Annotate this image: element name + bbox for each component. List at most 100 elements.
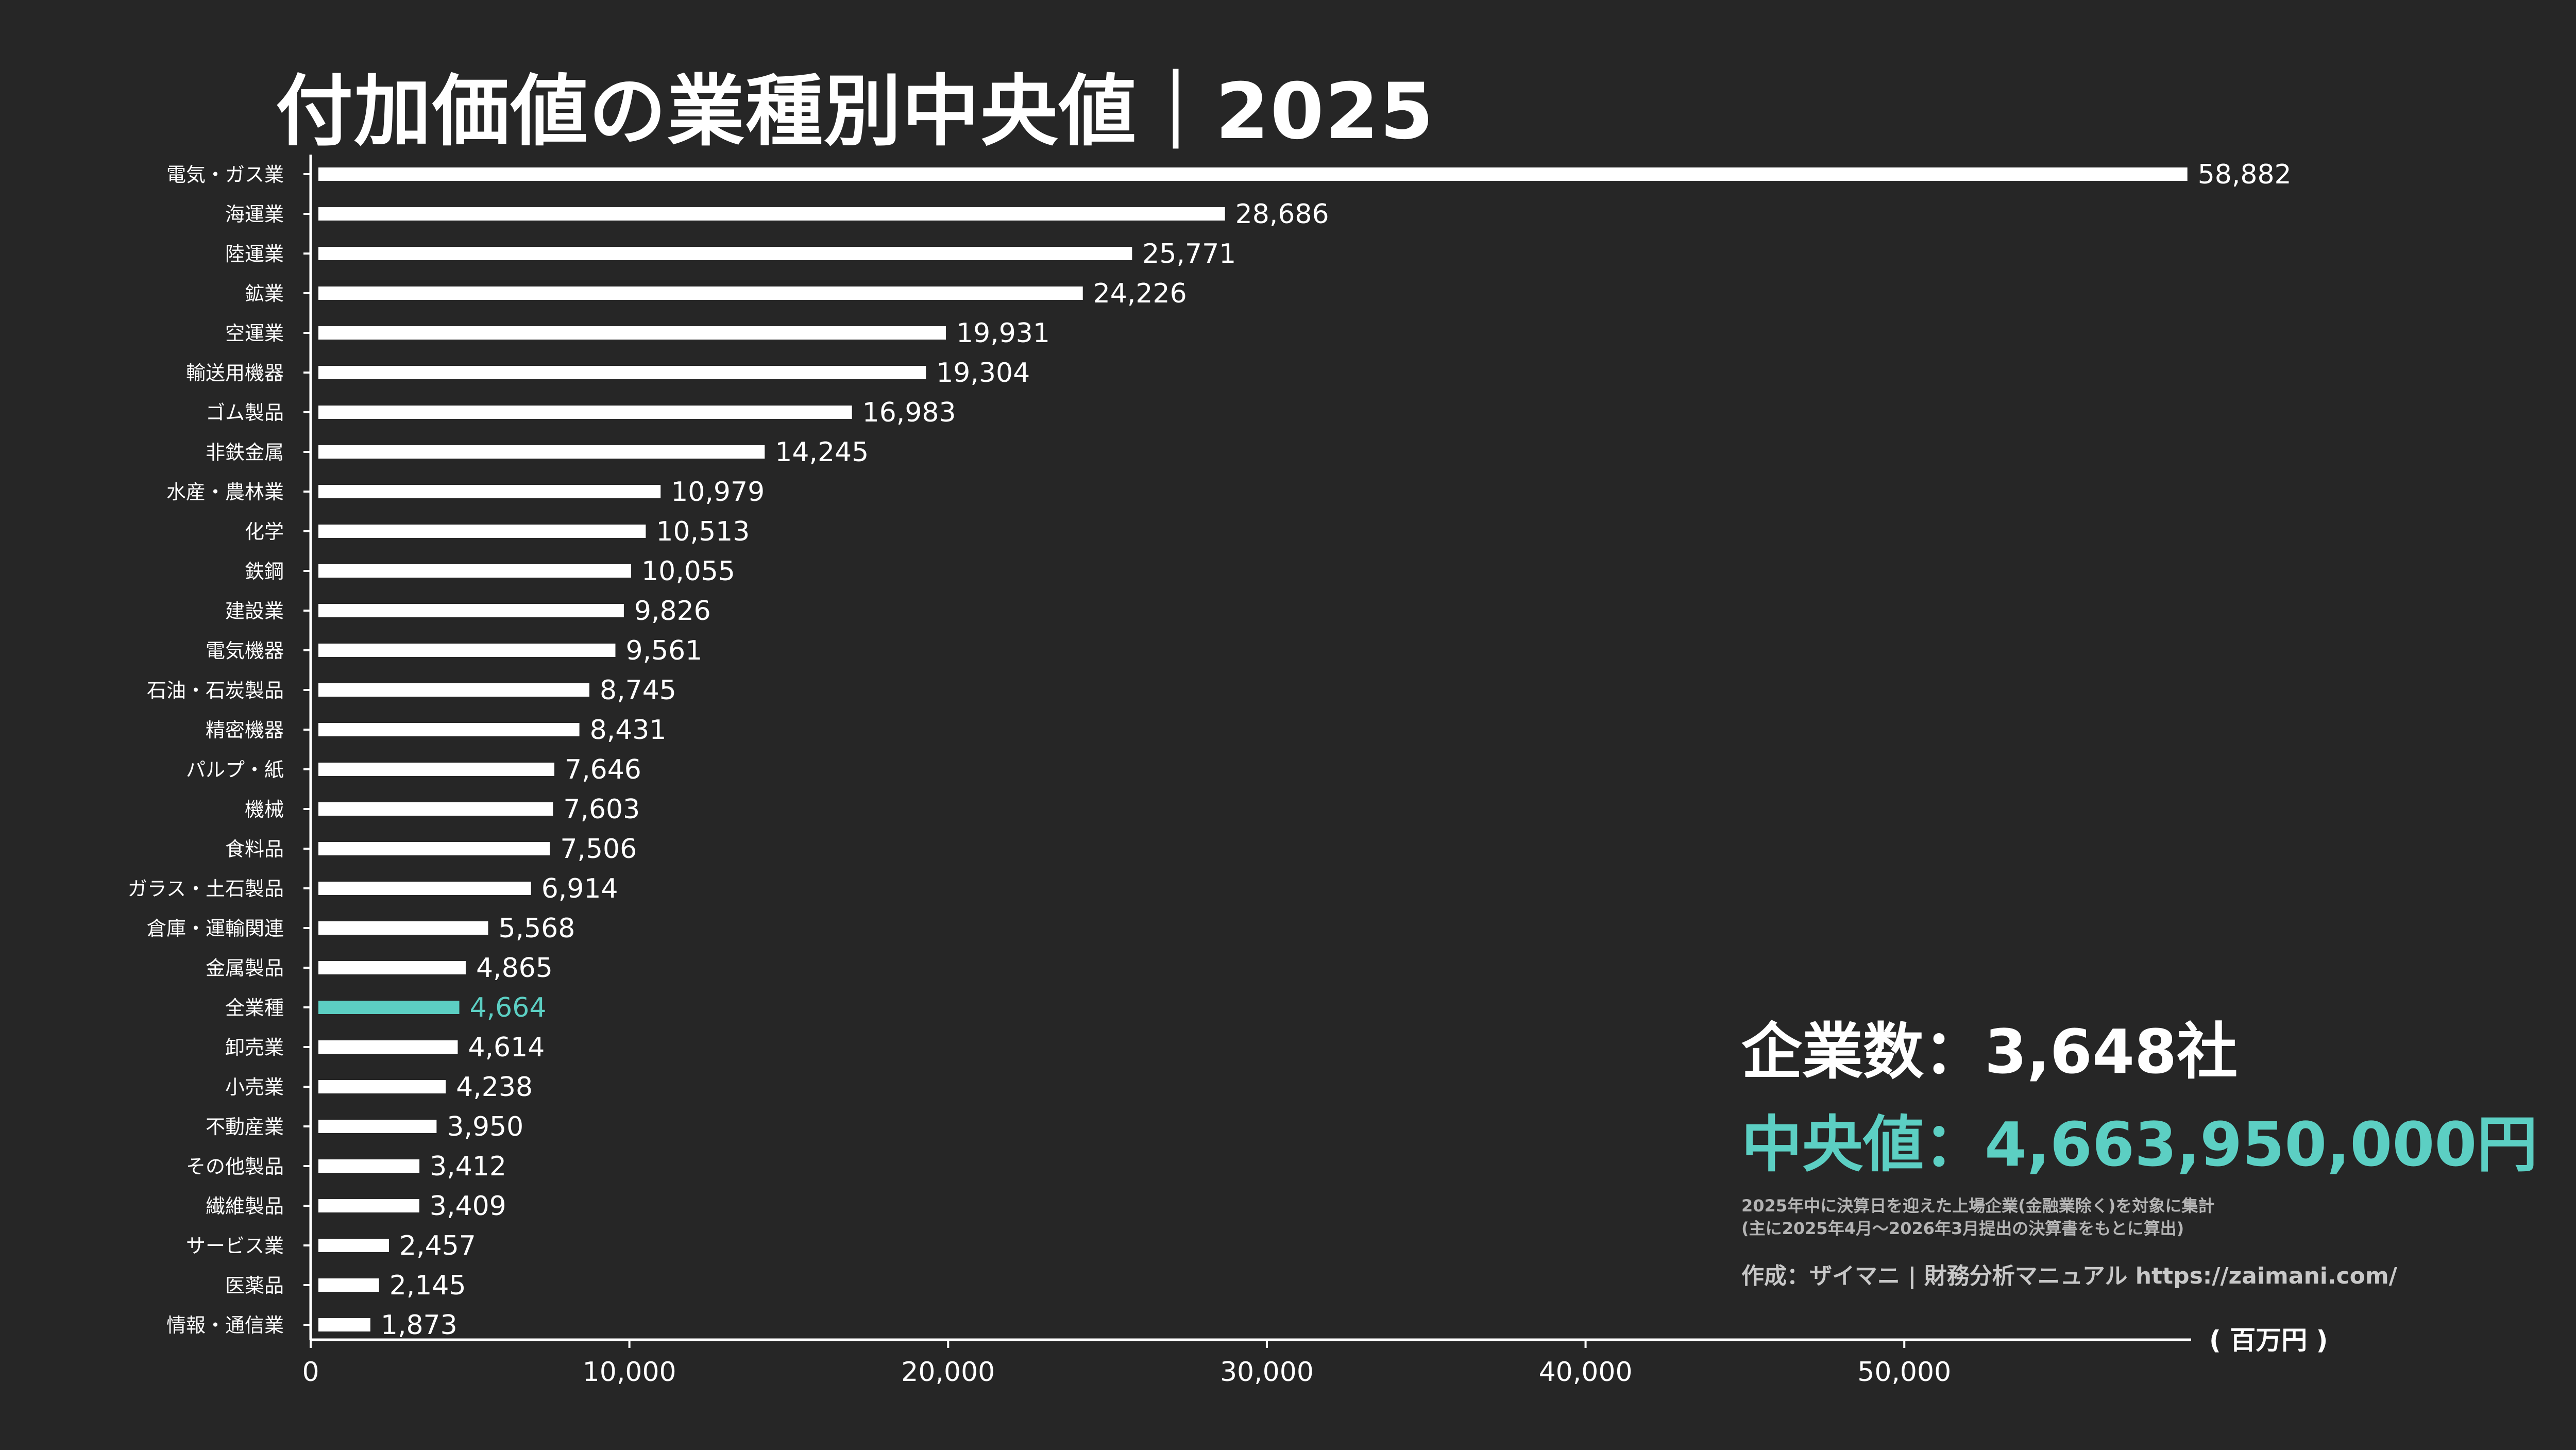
bar [318, 1120, 437, 1133]
bar [318, 445, 765, 459]
value-label: 2,457 [399, 1230, 476, 1261]
category-label: 石油・石炭製品 [147, 679, 284, 702]
bar [318, 683, 590, 697]
value-label: 19,304 [936, 358, 1030, 389]
bar [318, 564, 632, 578]
bar [318, 882, 531, 895]
x-tick-label: 30,000 [1220, 1357, 1314, 1388]
credit-line: 作成：ザイマニ | 財務分析マニュアル https://zaimani.com/ [1741, 1263, 2397, 1289]
x-axis-unit-label: ( 百万円 ) [2209, 1325, 2328, 1355]
bar [318, 406, 852, 419]
bar [318, 961, 466, 974]
bar [318, 802, 553, 816]
bar [318, 842, 550, 855]
bar [318, 921, 488, 935]
bar [318, 1159, 420, 1173]
value-label: 4,614 [468, 1032, 545, 1063]
bar [318, 1199, 419, 1212]
x-tick-label: 0 [302, 1357, 319, 1388]
value-label: 10,979 [671, 477, 765, 508]
category-label: 医薬品 [225, 1274, 284, 1297]
category-label: 全業種 [225, 997, 284, 1019]
category-label: 繊維製品 [206, 1195, 284, 1218]
category-label: ゴム製品 [206, 401, 284, 424]
category-label: 海運業 [225, 203, 284, 226]
bar [318, 207, 1225, 221]
value-label: 58,882 [2198, 159, 2292, 190]
category-label: 不動産業 [206, 1116, 284, 1138]
bar [318, 1318, 370, 1331]
category-label: 鉱業 [245, 282, 284, 305]
value-label: 24,226 [1093, 278, 1187, 309]
value-label: 3,950 [447, 1111, 523, 1142]
category-label: 機械 [245, 798, 284, 821]
value-label: 8,745 [600, 675, 676, 706]
bar [318, 1278, 379, 1292]
bar [318, 247, 1132, 260]
value-label: 25,771 [1142, 239, 1236, 269]
x-tick-label: 10,000 [583, 1357, 676, 1388]
category-label: 水産・農林業 [166, 481, 284, 503]
bar [318, 723, 580, 736]
value-label: 5,568 [498, 913, 575, 944]
category-label: 空運業 [225, 322, 284, 345]
category-label: 輸送用機器 [186, 362, 284, 384]
category-label: 鉄鋼 [245, 560, 284, 583]
value-label: 4,664 [470, 992, 547, 1023]
x-tick-label: 40,000 [1539, 1357, 1633, 1388]
category-label: サービス業 [186, 1235, 284, 1257]
bar [318, 604, 624, 617]
x-tick-label: 20,000 [901, 1357, 995, 1388]
bar [318, 286, 1083, 300]
footnote-source: (主に2025年4月〜2026年3月提出の決算書をもとに算出) [1741, 1219, 2184, 1238]
value-label: 28,686 [1235, 199, 1329, 230]
chart-title: 付加価値の業種別中央値｜2025 [276, 67, 1435, 157]
value-label: 10,055 [641, 556, 735, 587]
category-label: 化学 [245, 520, 284, 543]
category-label: ガラス・土石製品 [128, 878, 284, 900]
value-label: 9,561 [625, 635, 702, 666]
category-label: 建設業 [225, 600, 284, 622]
value-label: 10,513 [656, 516, 750, 547]
bar [318, 485, 661, 498]
footnote-scope: 2025年中に決算日を迎えた上場企業(金融業除く)を対象に集計 [1741, 1196, 2215, 1216]
value-label: 7,646 [565, 754, 641, 785]
value-label: 6,914 [541, 873, 618, 904]
category-label: 電気・ガス業 [166, 163, 284, 186]
bar [318, 1040, 458, 1054]
bar [318, 326, 946, 340]
company-count: 企業数：3,648社 [1741, 1016, 2238, 1087]
value-label: 3,412 [430, 1151, 506, 1182]
bar [318, 366, 926, 379]
value-label: 1,873 [381, 1310, 457, 1341]
category-label: 非鉄金属 [206, 441, 284, 464]
category-label: 食料品 [225, 838, 284, 861]
bar [318, 167, 2188, 181]
category-label: 電気機器 [206, 639, 284, 662]
category-label: 倉庫・運輸関連 [147, 917, 284, 940]
value-label: 9,826 [634, 596, 711, 627]
value-label: 7,603 [563, 794, 640, 825]
bar [318, 1080, 446, 1093]
category-label: 陸運業 [225, 243, 284, 265]
value-label: 4,865 [476, 953, 553, 984]
value-label: 16,983 [862, 397, 956, 428]
category-label: 金属製品 [206, 957, 284, 980]
category-label: 精密機器 [206, 719, 284, 741]
value-label: 7,506 [560, 834, 637, 865]
category-label: 情報・通信業 [166, 1314, 284, 1337]
bar [318, 1239, 389, 1252]
bar [318, 525, 646, 538]
value-label: 3,409 [430, 1191, 506, 1222]
x-tick-label: 50,000 [1857, 1357, 1951, 1388]
bar [318, 1001, 460, 1014]
category-label: パルプ・紙 [186, 758, 284, 781]
value-label: 14,245 [775, 437, 869, 468]
value-label: 2,145 [389, 1270, 466, 1301]
category-label: 小売業 [225, 1076, 284, 1099]
median-value: 中央値：4,663,950,000円 [1741, 1109, 2538, 1180]
value-label: 19,931 [956, 318, 1050, 349]
category-label: その他製品 [186, 1155, 284, 1178]
bar [318, 644, 616, 657]
